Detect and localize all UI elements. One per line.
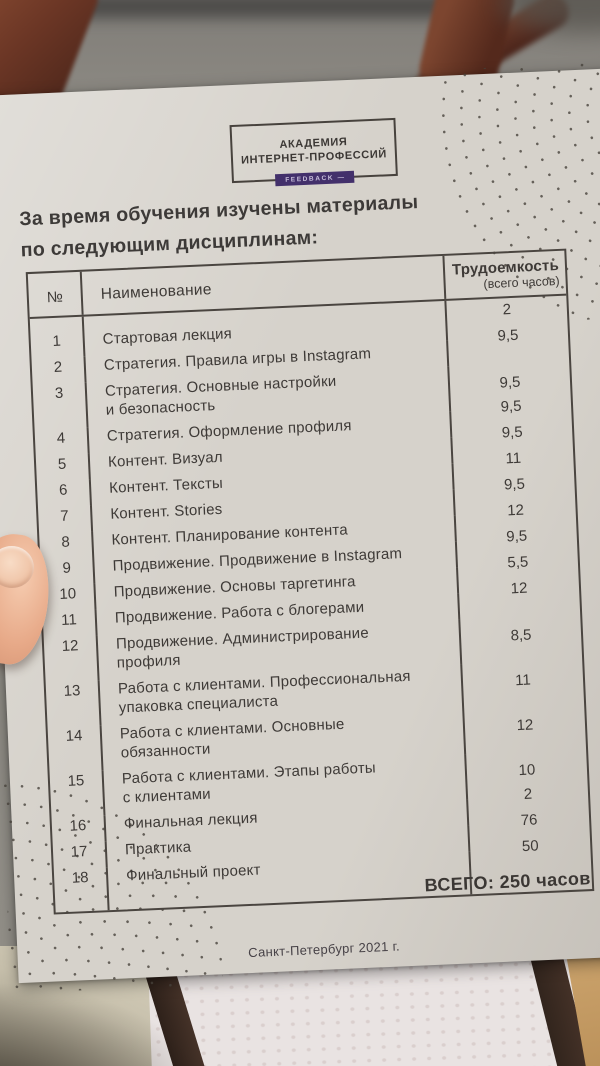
dot-swirl-decoration bbox=[442, 60, 600, 327]
logo-text: ИНТЕРНЕТ-ПРОФЕССИЙ bbox=[240, 147, 388, 167]
row-hours: 9,5 bbox=[505, 527, 528, 546]
header-hours-line2: (всего часов) bbox=[483, 273, 560, 292]
row-number: 5 bbox=[35, 453, 91, 482]
row-hours: 9,5 bbox=[499, 373, 521, 392]
floor-background bbox=[0, 0, 600, 150]
row-hours: 76 bbox=[520, 811, 538, 830]
header-hours: Трудоемкость (всего часов) bbox=[442, 250, 567, 299]
feedback-badge: FEEDBACK — bbox=[274, 170, 355, 187]
row-number: 18 bbox=[53, 867, 110, 913]
row-number: 14 bbox=[47, 725, 104, 773]
row-hours: 12 bbox=[516, 716, 534, 735]
row-hours: 11 bbox=[505, 449, 522, 468]
row-hours-cell: 8,5 bbox=[458, 614, 583, 665]
row-number: 15 bbox=[49, 770, 106, 818]
row-number: 4 bbox=[34, 427, 90, 456]
row-hours: 8,5 bbox=[510, 626, 532, 645]
page-title: За время обучения изучены материалы по с… bbox=[18, 190, 419, 262]
row-number: 13 bbox=[45, 680, 102, 728]
row-hours-cell: 12 bbox=[462, 704, 587, 755]
curriculum-table: № Наименование Трудоемкость (всего часов… bbox=[25, 248, 595, 915]
row-number: 8 bbox=[39, 531, 95, 560]
logo-box: АКАДЕМИЯ ИНТЕРНЕТ-ПРОФЕССИЙ FEEDBACK — bbox=[229, 117, 398, 187]
row-number: 12 bbox=[43, 635, 100, 683]
row-number: 16 bbox=[51, 815, 107, 844]
fingernail bbox=[0, 543, 37, 591]
row-hours: 5,5 bbox=[507, 553, 529, 572]
row-number: 2 bbox=[31, 356, 87, 385]
row-hours: 12 bbox=[506, 501, 525, 520]
row-hours: 9,5 bbox=[503, 475, 526, 494]
row-number: 9 bbox=[40, 557, 96, 586]
row-hours: 10 bbox=[518, 761, 536, 780]
row-number: 1 bbox=[29, 316, 86, 360]
row-hours: 9,5 bbox=[501, 423, 523, 442]
row-hours: 50 bbox=[521, 837, 539, 856]
row-hours: 9,5 bbox=[497, 326, 519, 345]
row-hours: 11 bbox=[514, 671, 532, 690]
shadow bbox=[0, 978, 220, 1066]
row-number: 3 bbox=[32, 382, 89, 430]
row-hours: 9,5 bbox=[500, 397, 522, 416]
row-number: 10 bbox=[41, 583, 97, 612]
row-hours: 2 bbox=[523, 785, 533, 803]
certificate-paper: АКАДЕМИЯ ИНТЕРНЕТ-ПРОФЕССИЙ FEEDBACK — З… bbox=[0, 60, 600, 994]
row-hours: 2 bbox=[502, 301, 512, 319]
table-body: 1 Стартовая лекция 2 2 Стратегия. Правил… bbox=[29, 295, 593, 913]
row-number: 17 bbox=[52, 841, 108, 870]
row-number: 7 bbox=[38, 505, 94, 534]
baseboard-shadow bbox=[40, 0, 460, 18]
header-number: № bbox=[27, 271, 84, 318]
row-number: 6 bbox=[36, 479, 92, 508]
row-hours: 12 bbox=[510, 579, 528, 598]
row-hours-cell: 11 bbox=[460, 659, 585, 710]
row-number: 11 bbox=[42, 609, 98, 638]
